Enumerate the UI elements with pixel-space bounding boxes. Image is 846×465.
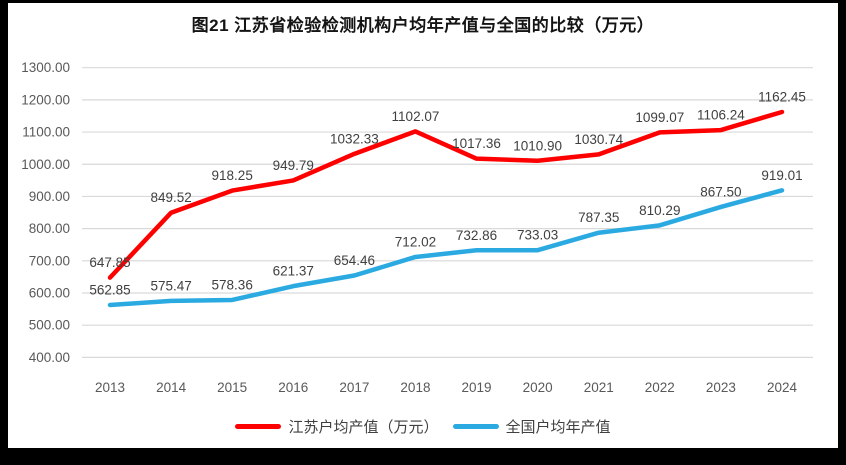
x-tick-label: 2013	[95, 380, 125, 395]
x-tick-label: 2017	[339, 380, 369, 395]
y-tick-label: 400.00	[29, 350, 70, 365]
series-line-1	[107, 188, 785, 308]
data-label: 1030.74	[574, 132, 623, 147]
data-label: 732.86	[456, 228, 497, 243]
data-label: 1099.07	[635, 110, 684, 125]
data-label: 1017.36	[452, 136, 501, 151]
legend-swatch-jiangsu	[235, 423, 282, 429]
data-label: 810.29	[639, 203, 680, 218]
legend-item-jiangsu: 江苏户均产值（万元）	[235, 416, 439, 437]
legend: 江苏户均产值（万元） 全国户均年产值	[0, 413, 846, 439]
y-tick-label: 1100.00	[22, 125, 70, 140]
chart-title: 图21 江苏省检验检测机构户均年产值与全国的比较（万元）	[191, 16, 655, 35]
x-tick-label: 2015	[217, 380, 247, 395]
x-tick-label: 2024	[767, 380, 798, 395]
x-tick-label: 2014	[156, 380, 187, 395]
legend-swatch-national	[452, 423, 499, 429]
y-tick-label: 800.00	[29, 221, 70, 236]
data-label: 1032.33	[330, 131, 379, 146]
y-tick-label: 700.00	[29, 253, 70, 268]
data-label: 949.79	[273, 158, 314, 173]
x-tick-label: 2016	[278, 380, 308, 395]
data-label: 867.50	[700, 184, 741, 199]
y-tick-label: 1000.00	[21, 157, 70, 172]
data-label: 787.35	[578, 210, 619, 225]
data-label: 647.85	[89, 255, 130, 270]
x-tick-label: 2023	[706, 380, 736, 395]
y-tick-label: 1200.00	[21, 92, 70, 107]
y-tick-label: 600.00	[29, 286, 70, 301]
data-label: 1102.07	[392, 109, 440, 124]
legend-label-jiangsu: 江苏户均产值（万元）	[288, 418, 439, 436]
data-label: 733.03	[517, 228, 558, 243]
x-tick-label: 2022	[645, 380, 675, 395]
data-label: 919.01	[761, 168, 802, 183]
y-tick-label: 500.00	[29, 318, 70, 333]
data-label: 1010.90	[513, 138, 562, 153]
data-label: 578.36	[212, 277, 253, 292]
legend-label-national: 全国户均年产值	[505, 418, 611, 436]
x-tick-label: 2020	[523, 380, 553, 395]
data-label: 712.02	[395, 234, 436, 249]
data-label: 918.25	[212, 168, 253, 183]
data-label: 1162.45	[758, 89, 806, 104]
legend-item-national: 全国户均年产值	[452, 416, 611, 437]
x-tick-label: 2021	[584, 380, 614, 395]
series-line-0	[107, 109, 785, 280]
y-tick-label: 900.00	[29, 189, 70, 204]
data-label: 621.37	[273, 264, 314, 279]
x-tick-label: 2019	[462, 380, 492, 395]
data-label: 575.47	[150, 278, 191, 293]
plot-background	[8, 3, 838, 448]
y-tick-label: 1300.00	[21, 60, 70, 75]
data-label: 654.46	[334, 253, 375, 268]
data-label: 849.52	[150, 190, 191, 205]
data-label: 1106.24	[697, 108, 745, 123]
data-label: 562.85	[89, 282, 130, 297]
x-tick-label: 2018	[400, 380, 430, 395]
